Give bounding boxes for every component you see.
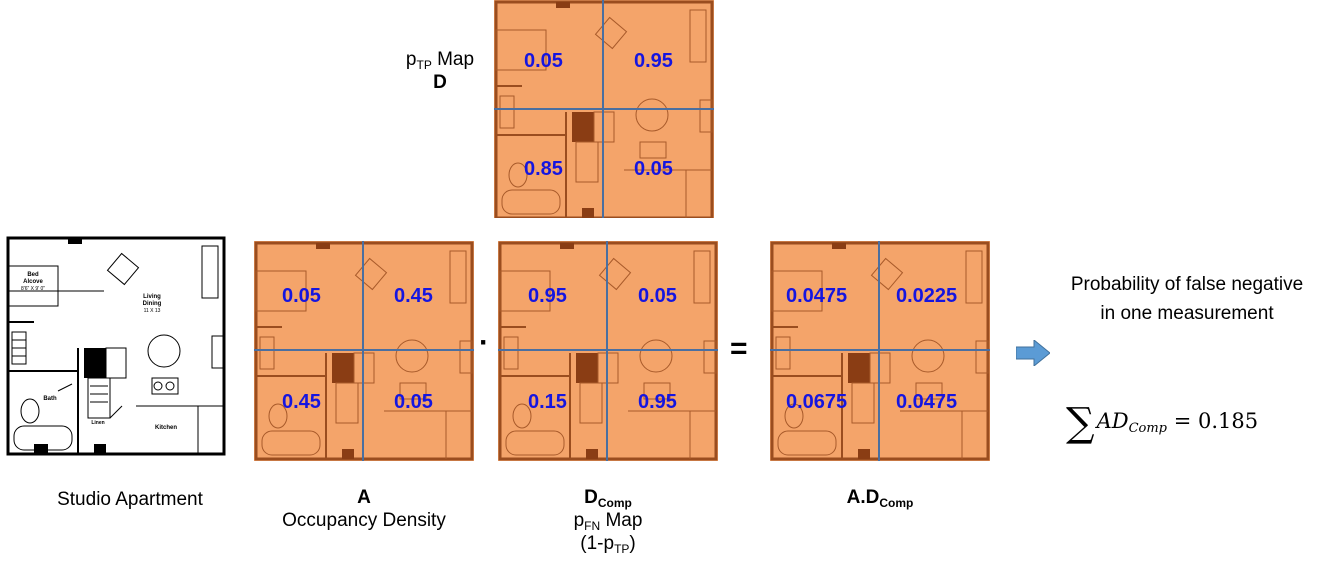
grid-line-vertical: [602, 0, 604, 218]
studio-label-living: Living: [143, 294, 161, 300]
grid-line-vertical: [362, 241, 364, 461]
occupancy-cell-bl: 0.45: [282, 391, 321, 413]
occupancy-cell-tl: 0.05: [282, 285, 321, 307]
occupancy-map: 0.05 0.45 0.45 0.05: [254, 241, 474, 461]
floorplan-overlay: [770, 241, 990, 461]
grid-line-vertical: [606, 241, 608, 461]
occupancy-cell-br: 0.05: [394, 391, 433, 413]
product-label-main: A.D: [846, 487, 880, 508]
dot-operator: ·: [479, 326, 489, 359]
dcomp-line3-suffix: ): [629, 533, 636, 554]
dcomp-line2: pFN Map: [573, 510, 643, 533]
formula-sub: Comp: [1128, 421, 1168, 436]
result-description: Probability of false negative in one mea…: [1070, 274, 1304, 324]
product-cell-bl: 0.0675: [786, 391, 848, 413]
studio-label-bed: Bed: [27, 272, 39, 278]
product-map: 0.0475 0.0225 0.0675 0.0475: [770, 241, 990, 461]
occupancy-label: A Occupancy Density: [244, 486, 484, 532]
grid-line-horizontal: [494, 108, 714, 110]
dcomp-line2-prefix: p: [573, 510, 585, 531]
dcomp-cell-tl: 0.95: [528, 285, 567, 307]
equals-operator: =: [730, 332, 748, 365]
formula-value: = 0.185: [1173, 409, 1259, 433]
ptp-title-sub: TP: [416, 58, 432, 72]
dcomp-letter: DComp: [584, 487, 632, 510]
floorplan-overlay: [254, 241, 474, 461]
dcomp-line3-sub: TP: [614, 542, 630, 556]
sum-formula: ∑ADComp = 0.185: [1066, 400, 1258, 446]
ptp-title-suffix: Map: [437, 49, 475, 70]
ptp-title-prefix: p: [405, 49, 417, 70]
product-cell-br: 0.0475: [896, 391, 958, 413]
ptp-cell-bl: 0.85: [524, 158, 563, 180]
dcomp-letter-main: D: [584, 487, 598, 508]
product-label-sub: Comp: [879, 496, 914, 510]
ptp-letter: D: [433, 72, 447, 93]
grid-line-vertical: [878, 241, 880, 461]
studio-label-bath: Bath: [43, 396, 57, 402]
dcomp-map: 0.95 0.05 0.15 0.95: [498, 241, 718, 461]
grid-line-horizontal: [254, 349, 474, 351]
floorplan-overlay: [498, 241, 718, 461]
studio-label-bed-dim: 8'6" X 9' 0": [21, 286, 45, 292]
right-arrow-icon: [1016, 340, 1050, 366]
ptp-cell-tr: 0.95: [634, 50, 673, 72]
grid-line-horizontal: [498, 349, 718, 351]
sum-symbol: ∑: [1066, 400, 1095, 446]
floorplan-overlay: [494, 0, 714, 218]
dcomp-cell-br: 0.95: [638, 391, 677, 413]
product-letter: A.DComp: [846, 487, 914, 510]
studio-label-kitchen: Kitchen: [155, 425, 177, 431]
studio-floorplan-drawing: Bed Alcove 8'6" X 9' 0" Living Dining 11…: [6, 236, 226, 456]
dcomp-label: DComp pFN Map (1-pTP): [488, 486, 728, 555]
studio-label-living-dim: 11 X 13: [144, 308, 161, 314]
occupancy-cell-tr: 0.45: [394, 285, 433, 307]
dcomp-line3: (1-pTP): [580, 533, 636, 556]
product-cell-tl: 0.0475: [786, 285, 848, 307]
grid-line-horizontal: [770, 349, 990, 351]
ptp-cell-tl: 0.05: [524, 50, 563, 72]
product-label: A.DComp: [760, 486, 1000, 509]
dcomp-line2-suffix: Map: [605, 510, 643, 531]
ptp-map: 0.05 0.95 0.85 0.05: [494, 0, 714, 218]
occupancy-caption: Occupancy Density: [282, 510, 446, 531]
dcomp-letter-sub: Comp: [597, 496, 632, 510]
studio-label-alcove: Alcove: [23, 279, 43, 285]
ptp-map-label: pTP Map D: [380, 48, 500, 94]
product-cell-tr: 0.0225: [896, 285, 958, 307]
dcomp-line3-prefix: (1-p: [580, 533, 615, 554]
dcomp-line2-sub: FN: [584, 519, 601, 533]
ptp-cell-br: 0.05: [634, 158, 673, 180]
dcomp-cell-tr: 0.05: [638, 285, 677, 307]
formula-main: AD: [1096, 409, 1129, 433]
studio-caption: Studio Apartment: [57, 489, 203, 510]
dcomp-cell-bl: 0.15: [528, 391, 567, 413]
studio-label-dining: Dining: [143, 301, 162, 307]
studio-apartment-plan: Bed Alcove 8'6" X 9' 0" Living Dining 11…: [6, 236, 226, 456]
studio-label-linen: Linen: [91, 420, 104, 426]
occupancy-letter: A: [357, 487, 371, 508]
